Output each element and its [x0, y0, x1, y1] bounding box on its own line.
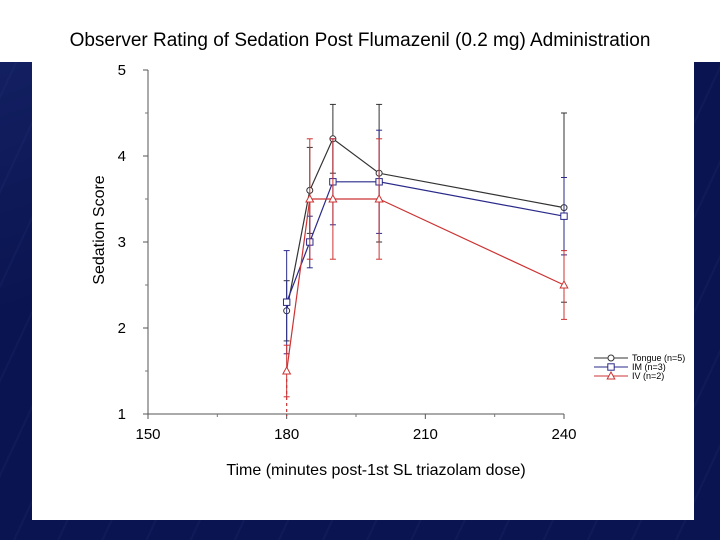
legend-marker	[607, 354, 615, 362]
data-point	[560, 212, 568, 220]
y-tick-label: 1	[118, 406, 126, 423]
x-axis-label: Time (minutes post-1st SL triazolam dose…	[226, 462, 526, 479]
data-point	[559, 279, 569, 289]
legend-marker	[606, 370, 616, 380]
x-tick-label: 150	[135, 426, 160, 443]
data-point	[305, 193, 315, 203]
data-point	[282, 365, 292, 375]
legend-marker	[607, 363, 615, 371]
legend-label: IM (n=3)	[632, 362, 666, 372]
y-axis-label: Sedation Score	[91, 175, 108, 285]
data-point	[374, 193, 384, 203]
data-point	[282, 298, 291, 306]
series-line	[286, 198, 565, 372]
y-tick-label: 2	[118, 320, 126, 337]
y-tick-label: 5	[118, 62, 126, 79]
slide-title: Observer Rating of Sedation Post Flumaze…	[69, 30, 651, 51]
y-tick-label: 3	[118, 234, 126, 251]
legend-label: IV (n=2)	[632, 371, 664, 381]
series-line	[286, 137, 565, 311]
y-tick-label: 4	[118, 148, 126, 165]
x-tick-label: 180	[274, 426, 299, 443]
legend-label: Tongue (n=5)	[632, 353, 685, 363]
data-point	[328, 193, 338, 203]
chart-panel: 1 2 3 4 5 150 180 210 240 Tongue (n=5) IM (n=3) IV …	[32, 62, 694, 520]
x-tick-label: 240	[551, 426, 576, 443]
sedation-chart: 1 2 3 4 5 150 180 210 240 Tongue (n=5)IM (n=3)IV …	[118, 62, 686, 443]
x-tick-label: 210	[413, 426, 438, 443]
title-bar: Observer Rating of Sedation Post Flumaze…	[0, 0, 720, 62]
